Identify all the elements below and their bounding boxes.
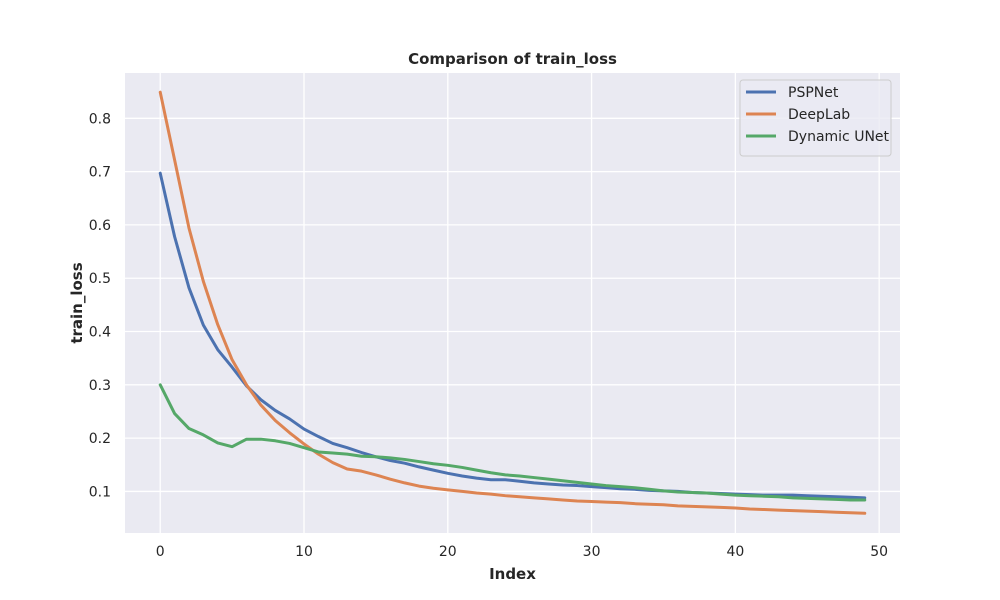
legend-label: Dynamic UNet xyxy=(788,129,890,145)
x-tick-label: 40 xyxy=(726,544,744,560)
y-tick-label: 0.7 xyxy=(89,165,111,181)
x-axis-title: Index xyxy=(489,565,536,583)
x-tick-label: 0 xyxy=(156,544,165,560)
y-tick-label: 0.5 xyxy=(89,271,111,287)
x-tick-label: 10 xyxy=(295,544,313,560)
y-tick-label: 0.2 xyxy=(89,431,111,447)
y-tick-label: 0.4 xyxy=(89,325,111,341)
x-tick-label: 50 xyxy=(870,544,888,560)
tick-labels: 0 10 20 30 40 50 0.1 0.2 0.3 0.4 0.5 0.6 0.7 0.8 xyxy=(89,111,888,560)
legend-label: DeepLab xyxy=(788,107,850,123)
y-axis-title: train_loss xyxy=(68,262,86,343)
y-tick-label: 0.3 xyxy=(89,378,111,394)
chart-title: Comparison of train_loss xyxy=(408,50,617,68)
series-line-deeplab xyxy=(158,90,867,515)
y-tick-label: 0.6 xyxy=(89,218,111,234)
legend-box xyxy=(739,79,892,157)
x-tick-label: 30 xyxy=(583,544,601,560)
y-tick-label: 0.1 xyxy=(89,484,111,500)
y-tick-label: 0.8 xyxy=(89,111,111,127)
legend-label: PSPNet xyxy=(788,85,839,101)
series-lines xyxy=(158,90,867,515)
x-tick-label: 20 xyxy=(439,544,457,560)
legend: PSPNet DeepLab Dynamic UNet xyxy=(739,79,892,157)
series-line-dynamic-unet xyxy=(158,383,867,502)
